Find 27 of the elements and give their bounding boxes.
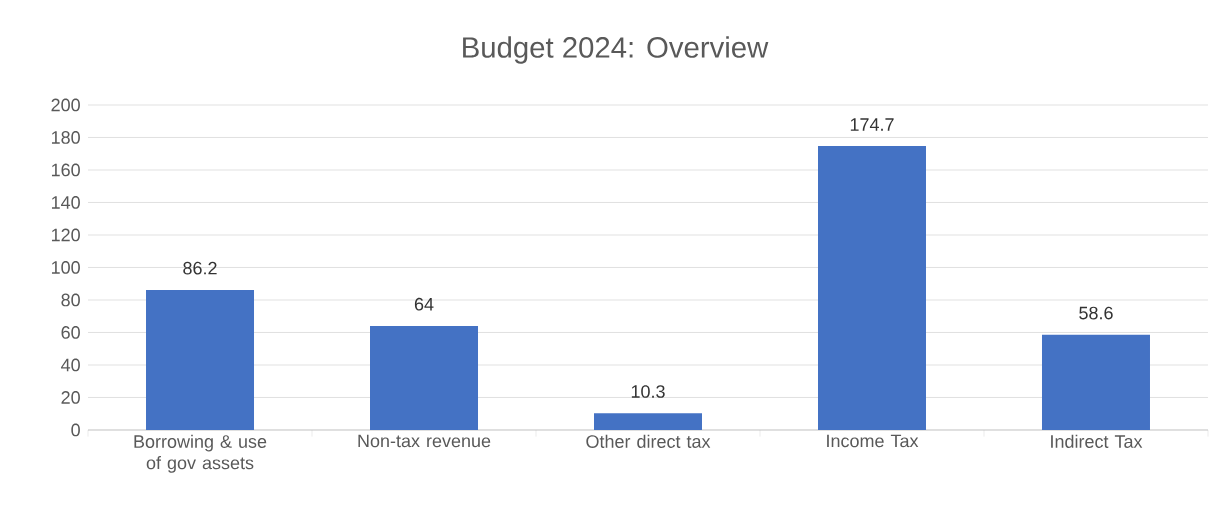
data-label: 86.2 [183,261,217,275]
y-tick-label: 80 [61,293,80,307]
y-tick-label: 120 [51,228,80,242]
y-tick-label: 40 [61,358,80,372]
y-tick-label: 140 [51,196,80,209]
data-label: 58.6 [1079,306,1113,320]
bar [146,289,255,430]
chart-title: Budget 2024: Overview [463,36,769,64]
bar [594,413,702,430]
y-tick-label: 200 [51,98,80,112]
y-tick-label: 100 [51,261,80,274]
y-tick-label: 0 [71,423,80,437]
y-tick-label: 60 [61,326,80,339]
x-tick-label: Borrowing & use of gov assets [134,434,267,473]
x-tick-label: Non-tax revenue [358,434,491,448]
x-tick-label: Other direct tax [586,434,711,448]
bar [1041,334,1150,430]
x-tick-label: Indirect Tax [1051,434,1143,448]
data-label: 64 [414,297,434,311]
data-label: 10.3 [631,385,665,398]
y-tick-label: 160 [51,163,80,177]
bar [818,146,926,430]
data-label: 174.7 [850,118,894,131]
y-tick-label: 20 [61,391,80,404]
bar [370,325,479,430]
y-tick-label: 180 [51,131,80,144]
x-tick-label: Income Tax [827,434,919,448]
